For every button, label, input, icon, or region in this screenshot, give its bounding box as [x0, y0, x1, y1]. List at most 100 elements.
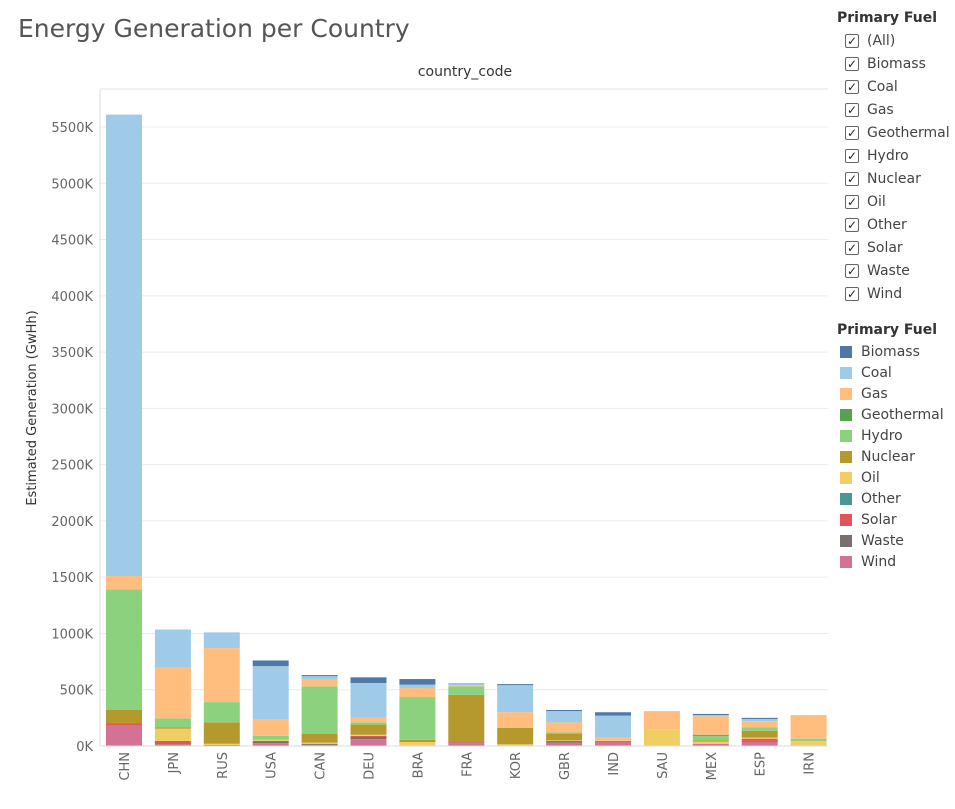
bar-segment-fra-coal — [448, 684, 485, 686]
legend-swatch — [840, 513, 852, 526]
bar-segment-mex-wind — [692, 743, 729, 746]
filter-item-label: Other — [867, 216, 907, 233]
filter-item-oil[interactable]: ✓ Oil — [837, 190, 953, 213]
filter-item-gas[interactable]: ✓ Gas — [837, 98, 953, 121]
bar-segment-gbr-oil — [546, 740, 583, 741]
checkbox-checked-icon[interactable]: ✓ — [845, 79, 859, 94]
legend-item-oil[interactable]: Oil — [837, 467, 953, 488]
bar-segment-usa-oil — [252, 739, 289, 741]
legend-item-solar[interactable]: Solar — [837, 509, 953, 530]
bar-segment-deu-hydro — [350, 722, 387, 725]
bar-segment-usa-waste — [252, 741, 289, 744]
legend-item-gas[interactable]: Gas — [837, 383, 953, 404]
bar-segment-gbr-coal — [546, 711, 583, 723]
bar-segment-usa-coal — [252, 666, 289, 719]
legend-item-wind[interactable]: Wind — [837, 551, 953, 572]
legend-swatch — [840, 450, 852, 463]
filter-item-all[interactable]: ✓ (All) — [837, 29, 953, 52]
checkbox-checked-icon[interactable]: ✓ — [845, 194, 859, 209]
checkbox-checked-icon[interactable]: ✓ — [845, 56, 859, 71]
bar-segment-esp-wind — [741, 741, 778, 746]
bar-segment-ind-oil — [595, 740, 631, 741]
bar-segment-usa-hydro — [252, 735, 289, 740]
bar-segment-mex-nuclear — [692, 740, 729, 742]
bar-segment-rus-waste — [203, 744, 240, 746]
checkbox-checked-icon[interactable]: ✓ — [845, 102, 859, 117]
x-tick-label: IRN — [803, 752, 818, 775]
bar-segment-mex-oil — [692, 741, 729, 744]
checkbox-checked-icon[interactable]: ✓ — [845, 148, 859, 163]
bar-segment-usa-wind — [252, 743, 289, 746]
legend-label: Solar — [861, 511, 897, 528]
checkbox-checked-icon[interactable]: ✓ — [845, 171, 859, 186]
legend-label: Other — [861, 490, 901, 507]
bar-segment-fra-wind — [448, 743, 485, 746]
bar-segment-sau-gas — [643, 711, 680, 730]
bar-segment-kor-coal — [497, 685, 534, 713]
filter-item-wind[interactable]: ✓ Wind — [837, 282, 953, 305]
bar-segment-jpn-gas — [154, 667, 191, 719]
checkbox-checked-icon[interactable]: ✓ — [845, 263, 859, 278]
bar-segment-jpn-coal — [154, 629, 191, 668]
bar-segment-fra-biomass — [448, 683, 485, 685]
bar-segment-mex-geothermal — [692, 734, 729, 736]
bar-segment-fra-hydro — [448, 686, 485, 695]
bar-segment-sau-oil — [643, 729, 680, 746]
legend-item-biomass[interactable]: Biomass — [837, 341, 953, 362]
legend-title: Primary Fuel — [837, 322, 938, 338]
checkbox-checked-icon[interactable]: ✓ — [845, 286, 859, 301]
y-tick-label: 4000K — [51, 290, 93, 305]
checkbox-checked-icon[interactable]: ✓ — [845, 33, 859, 48]
bar-segment-can-biomass — [301, 675, 338, 677]
filter-item-geothermal[interactable]: ✓ Geothermal — [837, 121, 953, 144]
bar-segment-gbr-nuclear — [546, 733, 583, 741]
filter-item-hydro[interactable]: ✓ Hydro — [837, 144, 953, 167]
bar-segment-chn-nuclear — [106, 709, 142, 724]
legend-item-hydro[interactable]: Hydro — [837, 425, 953, 446]
checkbox-checked-icon[interactable]: ✓ — [845, 125, 859, 140]
x-tick-label: IND — [607, 752, 622, 776]
filter-item-solar[interactable]: ✓ Solar — [837, 236, 953, 259]
legend-item-other[interactable]: Other — [837, 488, 953, 509]
bar-segment-deu-nuclear — [350, 724, 387, 735]
filter-item-label: Oil — [867, 193, 886, 210]
bar-segment-mex-hydro — [692, 735, 729, 741]
color-legend: Primary Fuel Biomass Coal Gas Geothermal Hyd… — [837, 322, 953, 572]
bar-segment-kor-biomass — [497, 684, 534, 686]
filter-item-waste[interactable]: ✓ Waste — [837, 259, 953, 282]
y-tick-label: 5500K — [51, 121, 93, 136]
filter-item-other[interactable]: ✓ Other — [837, 213, 953, 236]
bar-segment-mex-gas — [692, 716, 729, 735]
filter-item-label: Geothermal — [867, 124, 950, 141]
bar-segment-gbr-hydro — [546, 732, 583, 734]
bar-segment-can-oil — [301, 742, 338, 744]
bar-segment-jpn-hydro — [154, 718, 191, 728]
bar-segment-esp-gas — [741, 721, 778, 728]
checkbox-checked-icon[interactable]: ✓ — [845, 240, 859, 255]
bar-segment-irn-gas — [790, 715, 827, 739]
bar-segment-jpn-nuclear — [154, 727, 191, 729]
legend-swatch — [840, 555, 852, 568]
y-tick-label: 1500K — [51, 571, 93, 586]
legend-item-waste[interactable]: Waste — [837, 530, 953, 551]
legend-item-coal[interactable]: Coal — [837, 362, 953, 383]
primary-fuel-filter: Primary Fuel ✓ (All) ✓ Biomass ✓ Coal ✓ Gas ✓ Geo… — [837, 10, 953, 305]
bar-segment-jpn-waste — [154, 744, 191, 745]
x-tick-label: BRA — [411, 752, 426, 778]
bar-segment-chn-hydro — [106, 589, 142, 710]
legend-item-nuclear[interactable]: Nuclear — [837, 446, 953, 467]
y-tick-label: 3500K — [51, 346, 93, 361]
checkbox-checked-icon[interactable]: ✓ — [845, 217, 859, 232]
bar-segment-fra-nuclear — [448, 694, 485, 743]
bar-segment-usa-solar — [252, 740, 289, 742]
filter-item-coal[interactable]: ✓ Coal — [837, 75, 953, 98]
bar-segment-rus-hydro — [203, 702, 240, 723]
bar-segment-esp-solar — [741, 738, 778, 741]
filter-list: ✓ (All) ✓ Biomass ✓ Coal ✓ Gas ✓ Geothermal ✓ Hydro… — [837, 29, 953, 305]
legend-item-geothermal[interactable]: Geothermal — [837, 404, 953, 425]
bar-segment-fra-waste — [448, 742, 485, 744]
filter-item-biomass[interactable]: ✓ Biomass — [837, 52, 953, 75]
bar-segment-bra-hydro — [399, 697, 436, 740]
filter-item-nuclear[interactable]: ✓ Nuclear — [837, 167, 953, 190]
y-axis-label: Estimated Generation (GwHh) — [25, 310, 40, 505]
